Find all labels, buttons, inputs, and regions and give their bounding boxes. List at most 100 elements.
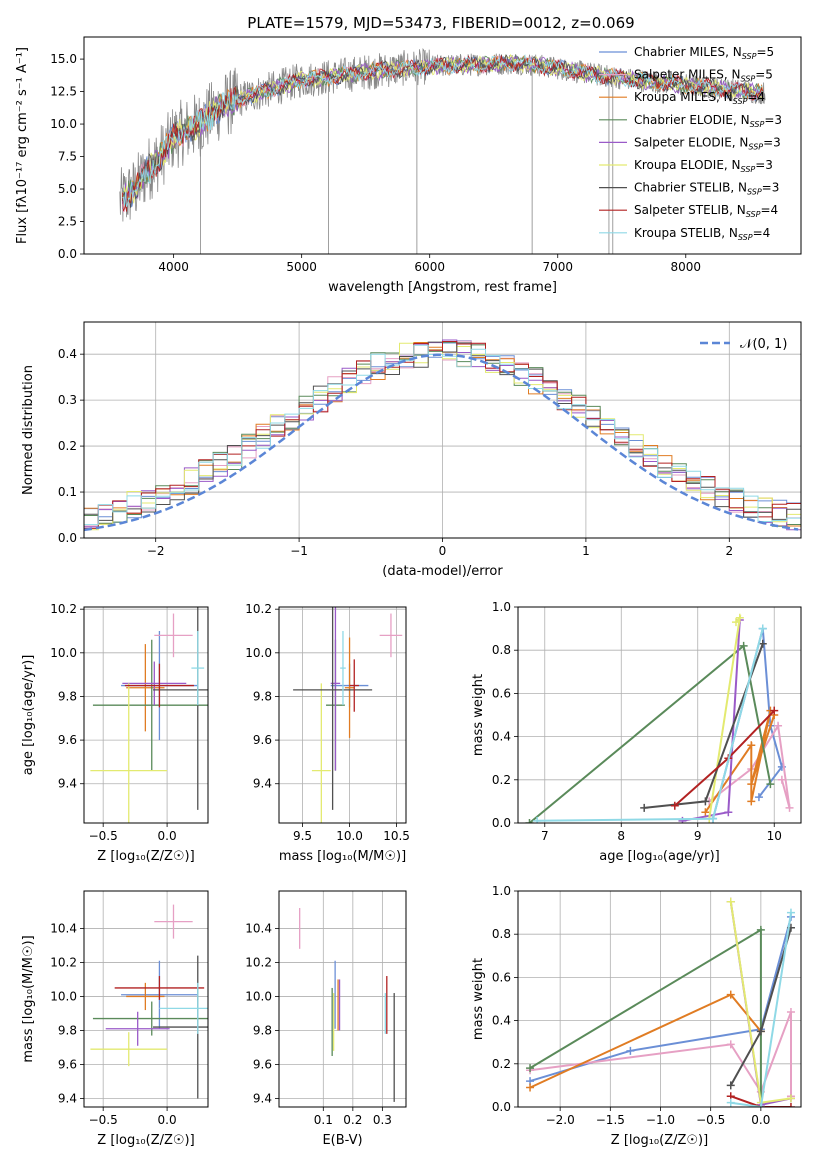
x-axis-label: wavelength [Angstrom, rest frame] (328, 280, 557, 295)
weight-marker (726, 1098, 735, 1107)
weight-line-c_elodie (529, 928, 762, 1107)
y-tick-label: 0.2 (492, 1057, 511, 1071)
x-tick-label: −1.5 (596, 1113, 625, 1127)
x-tick-label: 8000 (670, 260, 701, 274)
spectrum-panel: 4000 5000 6000 7000 8000 0.0 2.5 5.0 7.5 10.0 12.5… (15, 36, 802, 295)
axes-frame (83, 36, 802, 255)
y-axis-label: age [log₁₀(age/yr)] (21, 655, 36, 776)
weight-marker (726, 1081, 735, 1090)
x-tick-label: 0.2 (343, 1113, 362, 1127)
residuals-panel: −2 −1 0 1 2 0.0 0.1 0.2 0.3 0.4 (data-model)/error… (21, 321, 802, 579)
x-tick-label: 0 (439, 544, 447, 558)
y-tick-label: 9.4 (253, 777, 272, 791)
x-tick-label: −0.5 (89, 829, 118, 843)
residuals-legend: 𝒩(0, 1) (700, 337, 787, 352)
weight-marker (747, 797, 756, 806)
weight-line-s_stelib (730, 1095, 791, 1107)
y-tick-label: 0.0 (492, 1100, 511, 1114)
weight-line-k_miles (704, 710, 776, 813)
y-tick-label: 0.3 (58, 393, 77, 407)
legend-label: 𝒩(0, 1) (740, 337, 787, 352)
y-tick-label: 10.4 (245, 921, 272, 935)
axes-frame (83, 890, 209, 1108)
legend-label: Salpeter ELODIE, NSSP=3 (634, 135, 781, 151)
weight-marker (726, 990, 735, 999)
y-axis-label: Normed distribution (21, 365, 36, 495)
y-axis-label: mass [log₁₀(M/M☉)] (21, 935, 36, 1062)
axes-frame (517, 606, 802, 824)
weight-line-k_stelib (730, 912, 792, 1107)
y-tick-label: 9.8 (253, 1023, 272, 1037)
y-tick-label: 10.0 (50, 646, 77, 660)
y-tick-label: 0.0 (492, 816, 511, 830)
weight-marker (726, 1040, 735, 1049)
y-tick-label: 0.1 (58, 485, 77, 499)
weight-marker (626, 1046, 635, 1055)
y-tick-label: 0.6 (492, 970, 511, 984)
residual-histogram-k_stelib (84, 344, 801, 538)
y-tick-label: 10.0 (245, 646, 272, 660)
weight-marker (774, 721, 783, 730)
y-tick-label: 9.6 (58, 733, 77, 747)
axes-frame (83, 606, 209, 824)
weight-marker (758, 624, 767, 633)
weight-marker (735, 613, 744, 622)
weight-marker (786, 908, 795, 917)
weight-marker (701, 797, 710, 806)
weight-marker (525, 819, 534, 823)
age-vs-Z-panel: −0.5 0.0 9.4 9.6 9.8 10.0 10.2 Z [log₁₀(Z/Z☉)] a… (21, 602, 209, 864)
y-tick-label: 10.2 (50, 955, 77, 969)
y-tick-label: 1.0 (492, 884, 511, 898)
x-tick-label: 9.5 (293, 829, 312, 843)
x-axis-label: mass [log₁₀(M/M☉)] (279, 849, 406, 864)
weight-marker (533, 816, 542, 823)
mass-vs-ebv-panel: 0.1 0.2 0.3 9.4 9.6 9.8 10.0 10.2 10.4 E(B-V) (245, 890, 407, 1148)
weight-marker (756, 925, 765, 934)
x-axis-label: E(B-V) (322, 1133, 362, 1148)
y-tick-label: 9.6 (253, 1057, 272, 1071)
y-tick-label: 9.4 (253, 1091, 272, 1105)
y-tick-label: 0.0 (58, 531, 77, 545)
x-tick-label: 0.0 (158, 829, 177, 843)
x-tick-label: 0.3 (373, 1113, 392, 1127)
y-tick-label: 7.5 (58, 150, 77, 164)
weight-vs-age-panel: 7 8 9 10 0.0 0.2 0.4 0.6 0.8 1.0 age [log₁₀(age/yr… (471, 600, 802, 864)
weight-marker (709, 814, 718, 823)
y-tick-label: 10.0 (50, 989, 77, 1003)
weight-line-c_stelib (644, 643, 764, 809)
x-tick-label: 0.0 (751, 1113, 770, 1127)
y-tick-label: 0.6 (492, 686, 511, 700)
y-tick-label: 0.4 (492, 1014, 511, 1028)
legend-label: Salpeter STELIB, NSSP=4 (634, 203, 778, 219)
weight-marker (786, 1007, 795, 1016)
axes-frame (278, 606, 407, 824)
age-vs-mass-panel: 9.5 10.0 10.5 9.4 9.6 9.8 10.0 10.2 mass [log₁₀(… (245, 602, 410, 864)
x-axis-label: Z [log₁₀(Z/Z☉)] (611, 1133, 708, 1148)
y-tick-label: 0.8 (492, 927, 511, 941)
x-tick-label: 0.1 (314, 1113, 333, 1127)
weight-marker (756, 1027, 765, 1036)
y-tick-label: 10.2 (50, 602, 77, 616)
x-tick-label: 9 (694, 829, 702, 843)
x-tick-label: 6000 (414, 260, 445, 274)
y-tick-label: 0.0 (58, 247, 77, 261)
weight-marker (640, 803, 649, 812)
x-tick-label: −2 (147, 544, 165, 558)
y-tick-label: 9.4 (58, 1091, 77, 1105)
weight-marker (770, 706, 779, 715)
x-tick-label: 2 (725, 544, 733, 558)
x-tick-label: 10.5 (383, 829, 410, 843)
axes-frame (517, 890, 802, 1108)
y-tick-label: 10.2 (245, 955, 272, 969)
mass-vs-Z-panel: −0.5 0.0 9.4 9.6 9.8 10.0 10.2 10.4 Z [log₁₀(Z/Z… (21, 890, 209, 1148)
y-tick-label: 2.5 (58, 215, 77, 229)
legend-label: Chabrier ELODIE, NSSP=3 (634, 113, 782, 129)
legend-label: Kroupa MILES, NSSP=4 (634, 90, 765, 106)
x-tick-label: −0.5 (696, 1113, 725, 1127)
weight-marker (766, 780, 775, 789)
x-tick-label: 10 (767, 829, 782, 843)
weight-marker (731, 618, 740, 627)
weight-marker (724, 808, 733, 817)
y-axis-label: Flux [fλ10⁻¹⁷ erg cm⁻² s⁻¹ A⁻¹] (15, 47, 30, 244)
